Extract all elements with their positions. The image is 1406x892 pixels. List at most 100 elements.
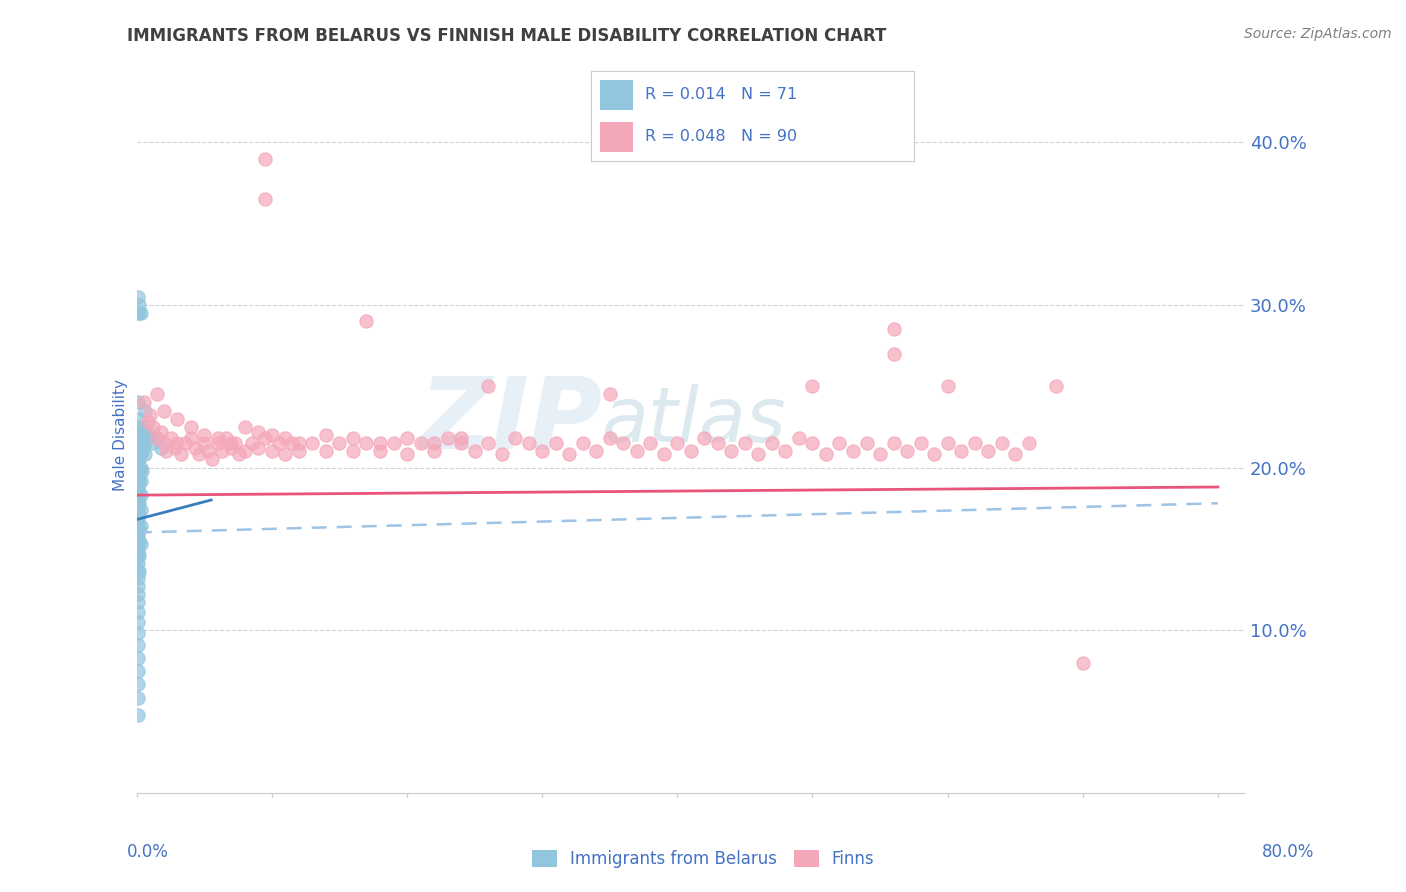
Point (693, 431, 716, 445)
Point (127, 395, 149, 409)
Point (132, 439, 155, 453)
Point (132, 420, 155, 434)
Point (127, 509, 149, 524)
Point (127, 549, 149, 564)
Point (342, 431, 364, 445)
Point (801, 379, 824, 393)
Point (288, 444, 311, 458)
Point (127, 480, 149, 494)
Point (129, 460, 152, 475)
Point (127, 707, 149, 722)
Point (896, 444, 918, 458)
Point (127, 494, 149, 508)
Point (127, 638, 149, 652)
Point (139, 409, 162, 423)
Point (228, 448, 250, 462)
Text: ZIP: ZIP (419, 372, 602, 469)
Point (274, 448, 297, 462)
Point (127, 428, 149, 442)
Legend: Immigrants from Belarus, Finns: Immigrants from Belarus, Finns (524, 843, 882, 875)
Point (170, 448, 193, 462)
Point (166, 436, 188, 450)
Point (963, 436, 986, 450)
Point (254, 152, 277, 166)
Point (734, 436, 756, 450)
Point (132, 395, 155, 409)
Point (127, 444, 149, 458)
Point (127, 306, 149, 320)
Point (150, 441, 173, 455)
Point (814, 448, 837, 462)
Point (1018, 436, 1040, 450)
Point (450, 436, 472, 450)
Point (775, 444, 797, 458)
Point (193, 428, 215, 442)
Point (464, 444, 486, 458)
Point (599, 387, 621, 401)
Point (395, 431, 418, 445)
Point (883, 322, 905, 336)
Point (127, 466, 149, 480)
Point (128, 452, 150, 467)
Point (127, 691, 149, 706)
Point (720, 444, 742, 458)
Point (666, 436, 689, 450)
Point (146, 431, 169, 445)
Point (127, 470, 149, 484)
Point (180, 431, 202, 445)
Y-axis label: Male Disability: Male Disability (114, 379, 128, 491)
Point (127, 452, 149, 467)
Point (491, 448, 513, 462)
Point (127, 521, 149, 535)
Point (936, 436, 959, 450)
Text: 0.0%: 0.0% (127, 843, 169, 861)
Point (267, 436, 290, 450)
Point (127, 530, 149, 544)
Point (356, 314, 378, 328)
Point (129, 488, 152, 502)
Point (281, 436, 304, 450)
Point (240, 436, 263, 450)
Point (201, 452, 224, 467)
Point (368, 436, 391, 450)
Text: IMMIGRANTS FROM BELARUS VS FINNISH MALE DISABILITY CORRELATION CHART: IMMIGRANTS FROM BELARUS VS FINNISH MALE … (127, 27, 886, 45)
Point (787, 431, 810, 445)
Point (342, 444, 364, 458)
Point (128, 521, 150, 535)
Point (247, 425, 270, 439)
Point (640, 436, 662, 450)
Point (146, 431, 169, 445)
Point (301, 436, 323, 450)
Point (129, 436, 152, 450)
Point (193, 436, 215, 450)
Point (127, 563, 149, 577)
Point (436, 431, 458, 445)
Point (260, 444, 283, 458)
Point (127, 543, 149, 558)
Point (1045, 379, 1067, 393)
Point (127, 626, 149, 640)
Point (131, 428, 153, 442)
Point (127, 484, 149, 499)
Point (761, 436, 783, 450)
Point (128, 496, 150, 510)
Point (127, 650, 149, 665)
Point (679, 444, 702, 458)
Point (129, 502, 152, 516)
Point (828, 436, 851, 450)
Point (368, 444, 391, 458)
Point (571, 436, 593, 450)
Point (152, 403, 174, 417)
Point (184, 441, 207, 455)
Point (211, 444, 233, 458)
Point (747, 448, 769, 462)
Point (910, 436, 932, 450)
Point (127, 411, 149, 425)
Point (233, 420, 256, 434)
Point (142, 436, 165, 450)
Point (450, 431, 472, 445)
Point (626, 444, 648, 458)
Point (1004, 448, 1026, 462)
Point (254, 192, 277, 206)
Point (136, 431, 159, 445)
